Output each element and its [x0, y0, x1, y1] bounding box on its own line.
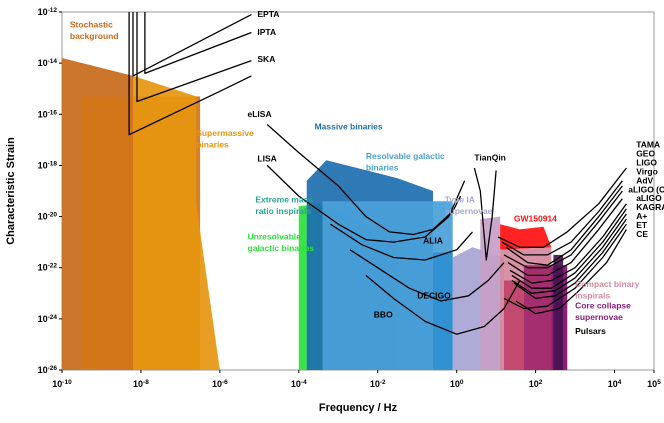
curve-aligo	[511, 208, 627, 289]
curve-bbo	[365, 274, 521, 335]
annotation-a: A+	[636, 211, 647, 221]
curve-ce	[515, 229, 627, 315]
annotation-galactic-binaries: galactic binaries	[248, 243, 315, 253]
curve-tianqin	[473, 167, 497, 261]
region-pulsars	[553, 254, 564, 370]
annotation-ipta: IPTA	[257, 27, 276, 37]
x-axis-label: Frequency / Hz	[319, 402, 398, 414]
x-tick-label-10-4: 10-4	[291, 379, 307, 390]
annotation-tama: TAMA	[636, 140, 660, 150]
annotation-stochastic: Stochastic	[70, 19, 113, 29]
plot-area: Stochastic background Supermassive binaries…	[61, 9, 664, 371]
curve-kagra	[511, 213, 627, 294]
annotation-aligo: aLIGO	[636, 193, 662, 203]
curve-a	[513, 218, 627, 300]
curve-virgo	[503, 190, 623, 269]
annotation-ce: CE	[636, 229, 648, 239]
curve-ipta	[144, 12, 252, 75]
annotation-ratio-inspirals: ratio inspirals	[255, 206, 311, 216]
curve-alia	[330, 223, 473, 261]
annotation-extreme-mass: Extreme mass	[255, 195, 313, 205]
x-tick-label-10-10: 10-10	[52, 379, 72, 390]
y-tick-label-10-26: 10-26	[38, 365, 58, 376]
annotation-background: background	[70, 31, 119, 41]
annotation-ligo: LIGO	[636, 157, 657, 167]
curve-ligo	[505, 185, 623, 266]
annotation-virgo: Virgo	[636, 166, 658, 176]
region-resolvable-galactic-binaries	[433, 252, 453, 370]
y-axis-label: Characteristic Strain	[5, 137, 17, 245]
annotation-elisa: eLISA	[248, 109, 272, 119]
annotation-gw150914: GW150914	[514, 214, 557, 224]
x-tick-label-10-6: 10-6	[212, 379, 228, 390]
y-tick-label-10-18: 10-18	[38, 160, 58, 171]
curve-ska	[136, 12, 252, 103]
annotation-adv: AdV	[636, 175, 653, 185]
x-tick-label-100: 100	[450, 379, 464, 390]
y-tick-label-10-12: 10-12	[38, 7, 58, 18]
annotation-epta: EPTA	[257, 9, 279, 19]
curve-nanograv	[128, 12, 252, 136]
curve-et	[503, 223, 627, 310]
y-tick-label-10-16: 10-16	[38, 109, 58, 120]
y-tick-label-10-24: 10-24	[38, 313, 58, 324]
annotation-resolvable-galactic: Resolvable galactic	[366, 151, 445, 161]
curve-lisa	[266, 164, 466, 243]
annotation-supernovae: supernovae	[445, 206, 493, 216]
x-axis-ticks: 10-10 10-8 10-6 10-4 10-2 100 102 104 105	[52, 370, 661, 389]
annotation-bbo: BBO	[374, 310, 393, 320]
y-tick-label-10-22: 10-22	[38, 262, 58, 273]
region-compact-binary-inspirals	[504, 280, 524, 370]
annotation-binaries: binaries	[196, 140, 229, 150]
curve-adv	[507, 198, 623, 277]
x-tick-label-102: 102	[529, 379, 543, 390]
annotation-lisa: LISA	[257, 154, 276, 164]
annotation-geo: GEO	[636, 149, 655, 159]
annotation-decigo: DECIGO	[417, 290, 451, 300]
annotation-core-collapse: Core collapse	[575, 301, 631, 311]
annotation-supernovae: supernovae	[575, 312, 623, 322]
annotation-supermassive: Supermassive	[196, 128, 254, 138]
annotations: Stochastic background Supermassive binaries…	[70, 9, 664, 336]
region-type-ia-supernovae	[480, 216, 501, 370]
curve-tama	[497, 167, 627, 248]
x-tick-label-105: 105	[647, 379, 661, 390]
curve-aligo-o1	[509, 203, 627, 284]
annotation-inspirals: inspirals	[575, 290, 610, 300]
annotation-pulsars: Pulsars	[575, 326, 606, 336]
annotation-compact-binary: Compact binary	[575, 279, 640, 289]
annotation-tianqin: TianQin	[474, 152, 506, 162]
curve-decigo	[349, 249, 505, 302]
x-tick-label-10-8: 10-8	[133, 379, 149, 390]
y-tick-label-10-20: 10-20	[38, 211, 58, 222]
annotation-binaries: binaries	[366, 163, 399, 173]
annotation-massive-binaries: Massive binaries	[315, 122, 383, 132]
x-tick-label-104: 104	[608, 379, 622, 390]
curve-elisa	[266, 124, 462, 236]
x-tick-label-10-2: 10-2	[370, 379, 386, 390]
region-resolvable-galactic-binaries	[322, 201, 453, 370]
annotation-unresolvable: Unresolvable	[248, 232, 302, 242]
y-axis-ticks: 10-12 10-14 10-16 10-18 10-20 10-22 10-24 10-26	[38, 7, 62, 376]
detector-curves	[128, 12, 627, 335]
region-supermassive-binaries	[133, 75, 220, 371]
annotation-type-ia: Type IA	[445, 195, 475, 205]
y-tick-label-10-14: 10-14	[38, 58, 58, 69]
annotation-aligo-o1: aLIGO (O1)	[628, 184, 664, 194]
curve-geo	[501, 180, 623, 256]
annotation-alia: ALIA	[423, 235, 443, 245]
annotation-ska: SKA	[257, 54, 275, 64]
annotation-et: ET	[636, 220, 648, 230]
curve-epta	[132, 12, 252, 77]
